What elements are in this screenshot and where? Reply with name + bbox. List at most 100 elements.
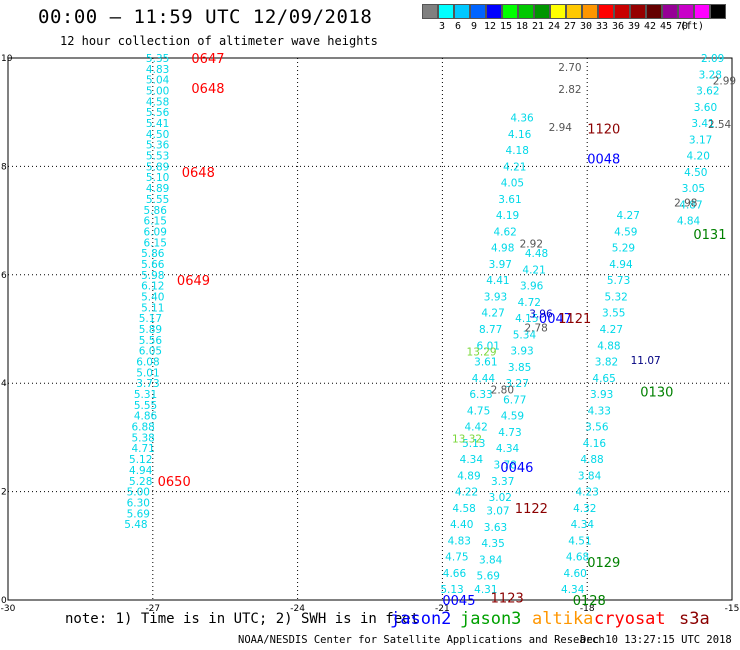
data-point-label: 3.60 (694, 102, 717, 114)
data-point-label: 3.73 (136, 378, 159, 390)
data-point-label: 5.04 (146, 75, 170, 87)
satellite-legend-jason3: jason3 (460, 609, 522, 629)
data-point-label: 4.89 (146, 183, 169, 195)
data-point-label: 5.89 (139, 324, 162, 336)
value-annotation: 2.70 (558, 62, 581, 74)
data-point-label: 4.34 (496, 443, 520, 455)
legend-swatch (566, 4, 582, 19)
units-note: note: 1) Time is in UTC; 2) SWH is in fe… (65, 611, 420, 627)
data-point-label: 4.35 (481, 538, 504, 550)
data-point-label: 3.85 (508, 362, 531, 374)
data-point-label: 4.83 (146, 64, 169, 76)
data-point-label: 4.59 (501, 411, 524, 423)
data-point-label: 4.27 (617, 210, 640, 222)
data-point-label: 4.89 (457, 470, 480, 482)
x-tick-label: -27 (145, 604, 160, 614)
time-annotation: 0131 (693, 228, 726, 243)
data-point-label: 3.63 (484, 522, 507, 534)
data-point-label: 3.78 (493, 460, 516, 472)
value-annotation: 2.80 (491, 385, 514, 397)
data-point-label: 3.61 (474, 357, 497, 369)
data-point-label: 5.86 (141, 248, 165, 260)
data-point-label: 5.66 (141, 259, 165, 271)
legend-swatch (630, 4, 646, 19)
legend-swatch (550, 4, 566, 19)
data-point-label: 4.20 (687, 151, 710, 163)
data-point-label: 5.56 (139, 335, 163, 347)
data-point-label: 4.34 (460, 454, 484, 466)
legend-swatch (534, 4, 550, 19)
legend-label: 30 (579, 21, 593, 32)
legend-label: 12 (483, 21, 497, 32)
data-point-label: 5.12 (129, 454, 152, 466)
data-point-label: 4.21 (503, 161, 526, 173)
data-point-label: 4.59 (614, 226, 637, 238)
data-point-label: 6.15 (144, 237, 167, 249)
data-point-label: 4.16 (583, 438, 607, 450)
data-point-label: 4.27 (481, 308, 504, 320)
data-point-label: 4.58 (452, 503, 475, 515)
data-point-label: 3.84 (479, 554, 503, 566)
time-annotation: 1122 (515, 502, 548, 517)
data-point-label: 3.02 (489, 492, 512, 504)
data-point-label: 5.89 (146, 161, 169, 173)
footer-date: Dec 10 13:27:15 UTC 2018 (580, 634, 732, 646)
x-tick-label: -15 (725, 604, 740, 614)
data-point-label: 4.34 (571, 519, 595, 531)
value-annotation: 13.29 (467, 347, 497, 359)
data-point-label: 4.68 (566, 552, 589, 564)
data-point-label: 4.40 (450, 519, 473, 531)
data-point-label: 4.86 (134, 411, 158, 423)
time-annotation: 1121 (558, 312, 591, 327)
legend-label: 18 (515, 21, 529, 32)
data-point-label: 4.32 (573, 503, 596, 515)
data-point-label: 4.60 (563, 568, 586, 580)
data-point-label: 4.84 (677, 216, 701, 228)
data-point-label: 5.48 (124, 519, 147, 531)
data-point-label: 3.27 (506, 378, 529, 390)
time-annotation: 0649 (177, 274, 210, 289)
time-annotation: 0650 (158, 475, 191, 490)
legend-swatches (422, 4, 740, 19)
data-point-label: 5.13 (462, 438, 485, 450)
data-point-label: 4.65 (592, 373, 615, 385)
data-point-label: 4.51 (568, 535, 591, 547)
y-tick-label: 4 (1, 379, 7, 389)
legend-swatch (470, 4, 486, 19)
data-point-label: 4.83 (448, 535, 471, 547)
data-point-label: 6.01 (477, 340, 500, 352)
data-point-label: 6.08 (136, 357, 159, 369)
legend-label: 6 (454, 21, 462, 32)
value-annotation: 13.32 (452, 433, 482, 445)
time-annotation: 0046 (500, 461, 533, 476)
data-point-label: 2.09 (701, 53, 724, 65)
legend-label: 24 (547, 21, 561, 32)
y-tick-label: 2 (1, 488, 7, 498)
data-point-label: 4.88 (597, 340, 620, 352)
time-annotation: 0129 (587, 556, 620, 571)
data-point-label: 4.36 (510, 113, 534, 125)
data-point-label: 3.97 (489, 259, 512, 271)
data-point-label: 5.28 (129, 476, 152, 488)
data-point-label: 4.72 (518, 297, 541, 309)
data-point-label: 4.34 (561, 584, 585, 596)
data-point-label: 3.17 (689, 134, 712, 146)
value-annotation: 2.92 (520, 238, 543, 250)
value-annotation: 2.94 (549, 122, 573, 134)
data-point-label: 4.19 (496, 210, 519, 222)
data-point-label: 3.93 (590, 389, 613, 401)
data-point-label: 6.05 (139, 346, 162, 358)
y-tick-label: 8 (1, 162, 7, 172)
data-point-label: 5.56 (146, 107, 170, 119)
time-annotation: 0648 (191, 82, 224, 97)
data-point-label: 5.55 (134, 400, 157, 412)
data-point-label: 3.62 (696, 86, 719, 98)
data-point-label: 5.40 (141, 291, 164, 303)
data-point-label: 4.75 (445, 552, 468, 564)
data-point-label: 4.42 (464, 422, 487, 434)
x-tick-label: -30 (1, 604, 16, 614)
legend-label: 15 (499, 21, 513, 32)
value-annotation: 2.82 (558, 84, 581, 96)
data-point-label: 5.29 (612, 243, 635, 255)
data-point-label: 5.55 (146, 194, 169, 206)
